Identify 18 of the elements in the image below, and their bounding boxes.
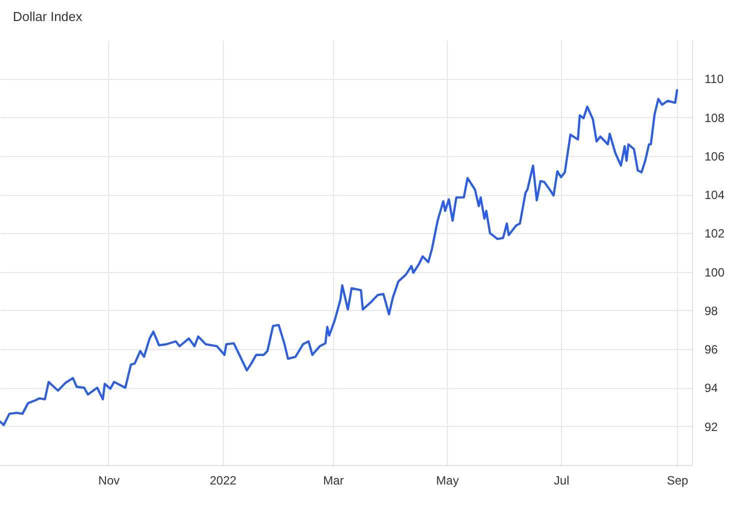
y-tick-label: 108: [704, 110, 725, 125]
y-tick-label: 92: [704, 420, 718, 434]
y-tick-label: 100: [704, 265, 725, 280]
x-tick-label: 2022: [210, 474, 237, 488]
x-tick-label: Mar: [323, 474, 344, 488]
y-tick-label: 96: [704, 342, 718, 357]
y-tick-label: 94: [704, 381, 718, 396]
x-tick-label: May: [436, 474, 459, 488]
y-tick-label: 104: [704, 188, 725, 202]
y-tick-label: 106: [704, 149, 725, 164]
x-tick-label: Sep: [666, 474, 689, 488]
chart-title: Dollar Index: [12, 9, 83, 24]
y-tick-label: 98: [704, 304, 718, 318]
x-tick-label: Jul: [554, 474, 570, 488]
y-tick-label: 102: [704, 226, 725, 241]
line-series: [0, 89, 678, 426]
x-tick-label: Nov: [98, 474, 120, 488]
y-tick-label: 110: [704, 72, 724, 86]
